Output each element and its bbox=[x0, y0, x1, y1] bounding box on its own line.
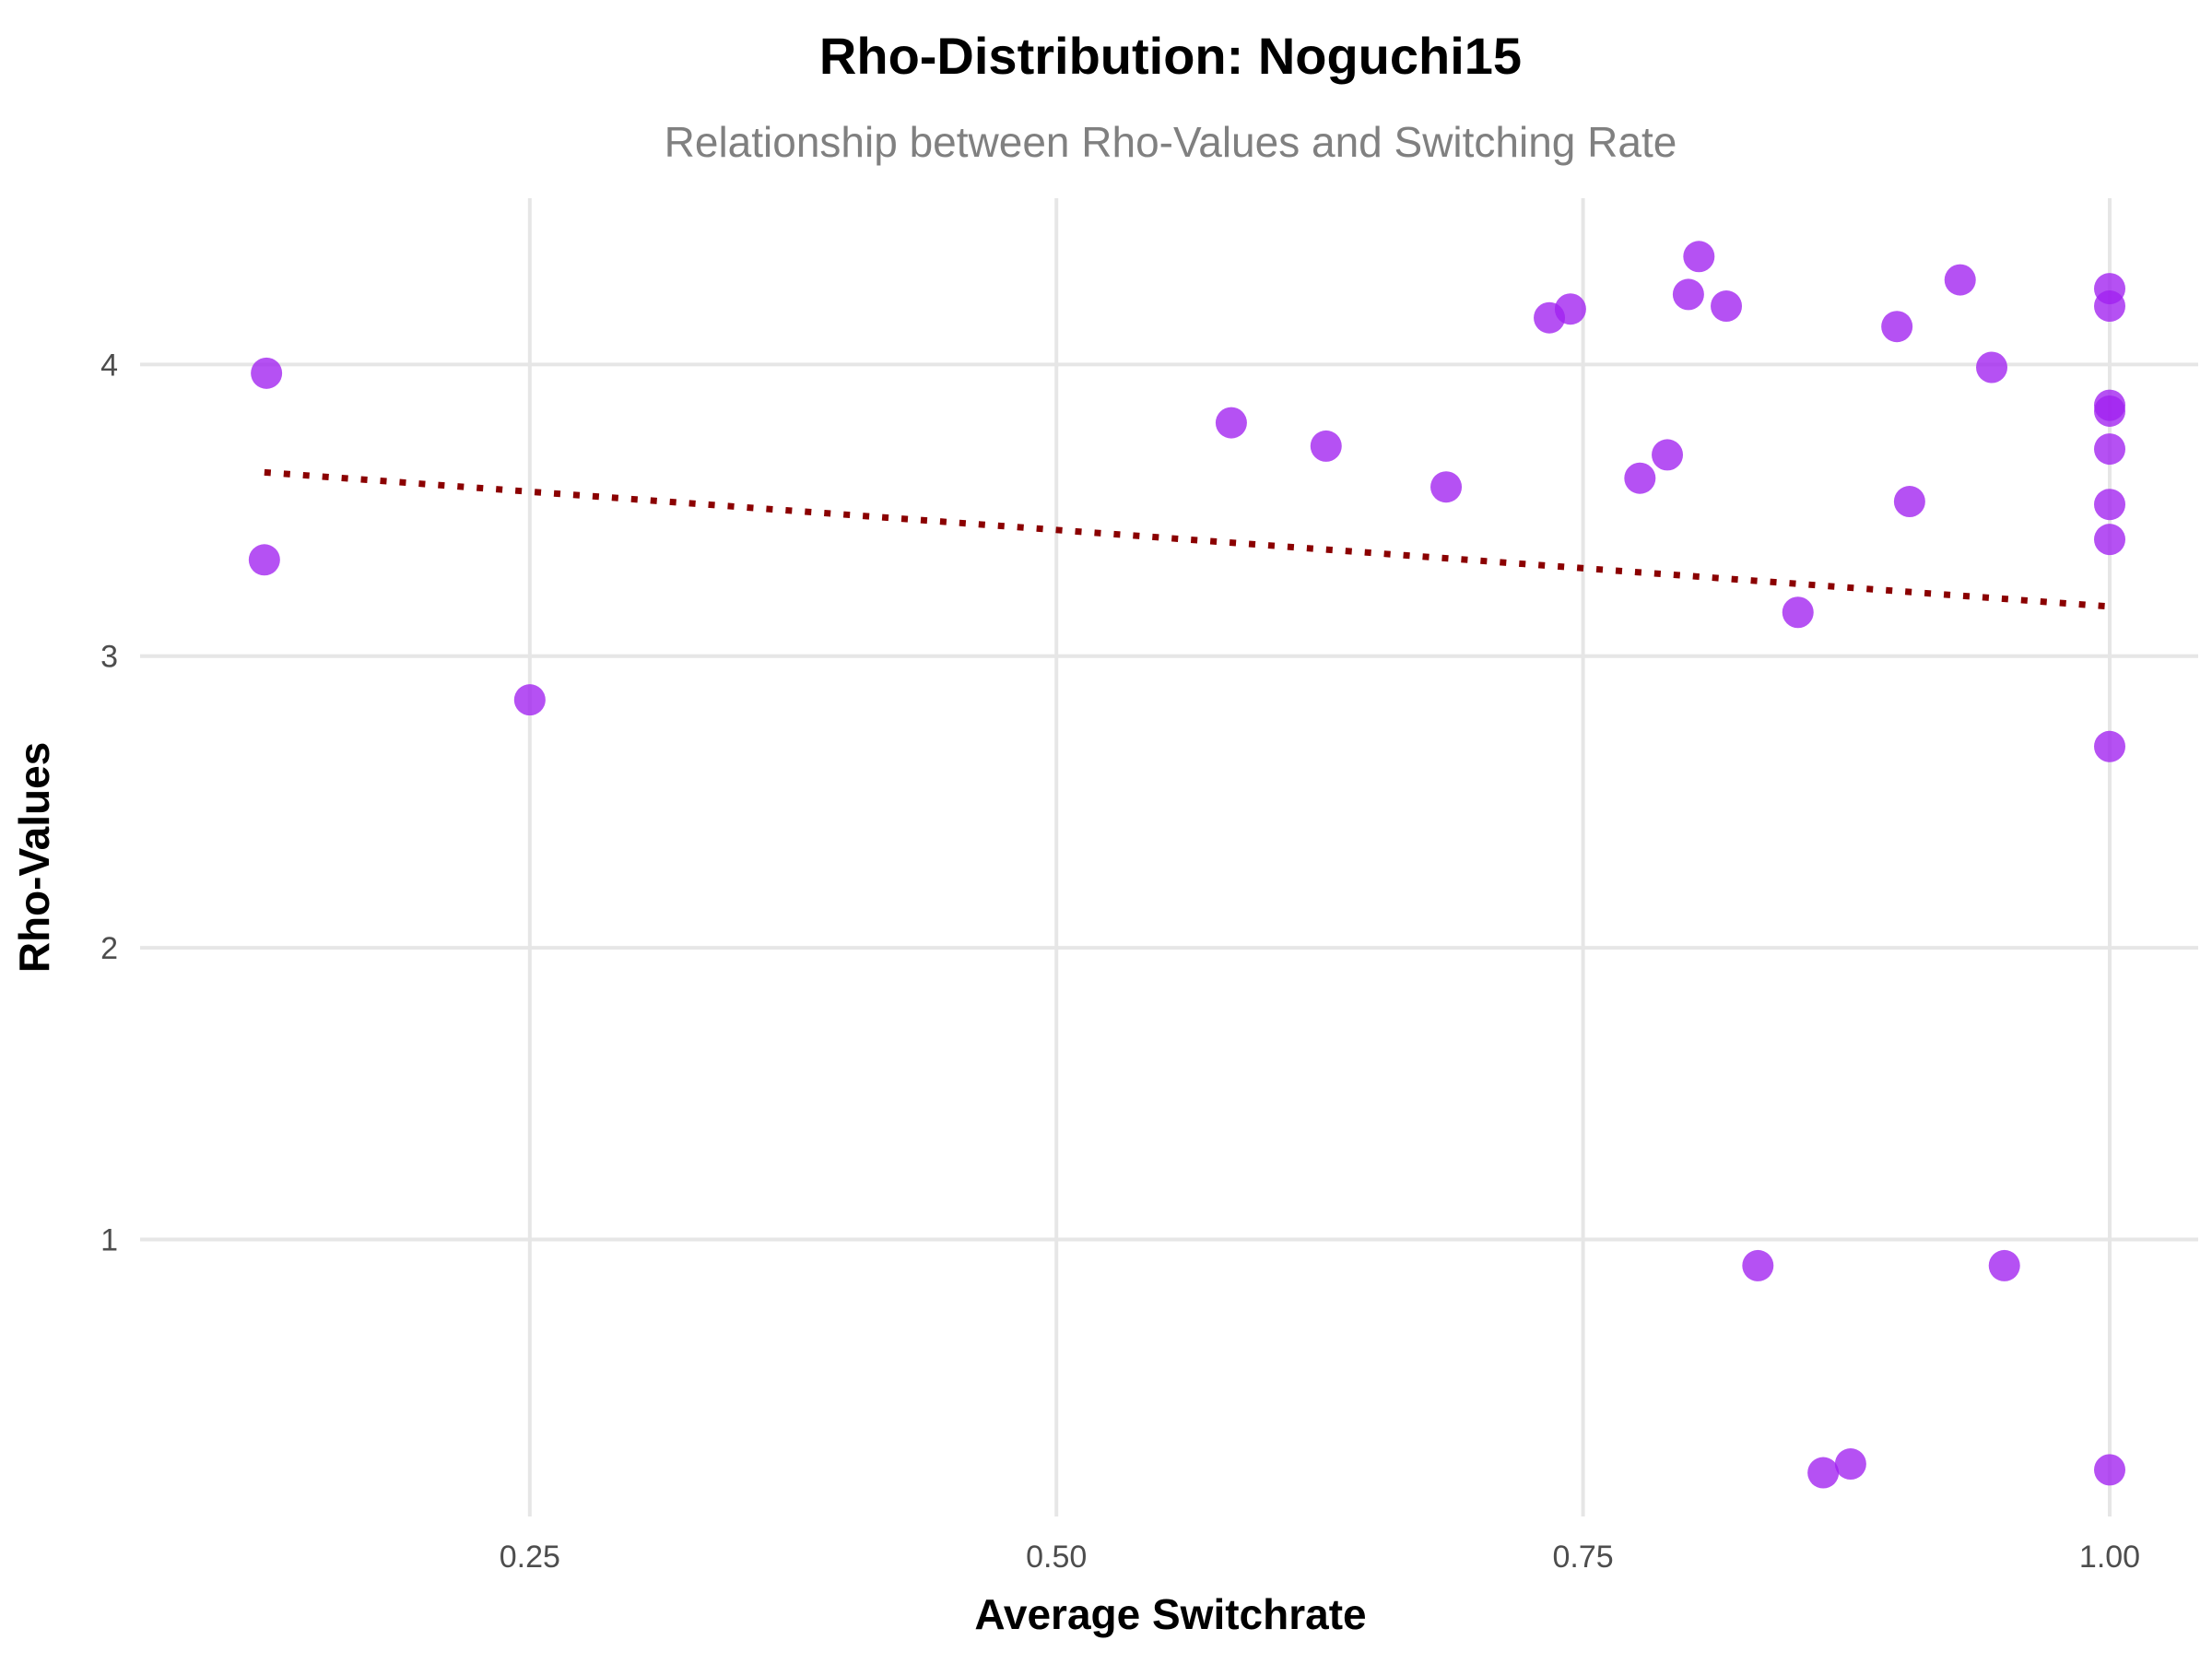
data-point bbox=[2094, 1454, 2126, 1486]
data-point bbox=[1554, 293, 1586, 325]
x-tick-label: 0.75 bbox=[1553, 1540, 1614, 1575]
grid-lines bbox=[140, 198, 2198, 1516]
data-point bbox=[2094, 730, 2126, 762]
x-axis-title: Average Switchrate bbox=[974, 1590, 1366, 1638]
data-point bbox=[1881, 311, 1913, 343]
y-tick-label: 2 bbox=[100, 931, 118, 966]
trend-line-layer bbox=[264, 468, 2111, 610]
data-point bbox=[2094, 395, 2126, 427]
data-point bbox=[1711, 290, 1743, 323]
data-points bbox=[248, 241, 2126, 1489]
data-point bbox=[1310, 430, 1342, 462]
data-point bbox=[1652, 439, 1684, 471]
y-axis-title: Rho-Values bbox=[10, 742, 58, 974]
data-point bbox=[1672, 278, 1704, 311]
data-point bbox=[248, 544, 280, 576]
data-point bbox=[1988, 1249, 2020, 1281]
chart-subtitle: Relationship between Rho-Values and Swit… bbox=[665, 118, 1677, 166]
data-point bbox=[1834, 1448, 1866, 1481]
data-point bbox=[513, 684, 546, 716]
y-axis-ticks: 1 2 3 4 bbox=[100, 348, 118, 1257]
data-point bbox=[1430, 471, 1463, 503]
data-point bbox=[2094, 433, 2126, 466]
y-tick-label: 3 bbox=[100, 640, 118, 675]
data-point bbox=[251, 357, 283, 389]
data-point bbox=[1215, 407, 1247, 439]
x-tick-label: 0.25 bbox=[500, 1540, 560, 1575]
y-tick-label: 1 bbox=[100, 1222, 118, 1257]
data-point bbox=[1742, 1249, 1774, 1281]
data-point bbox=[1944, 264, 1976, 296]
data-point bbox=[1976, 351, 2008, 384]
y-tick-label: 4 bbox=[100, 348, 118, 383]
data-point bbox=[1807, 1457, 1840, 1489]
data-point bbox=[2094, 290, 2126, 323]
data-point bbox=[2094, 524, 2126, 556]
x-tick-label: 0.50 bbox=[1026, 1540, 1087, 1575]
data-point bbox=[1893, 486, 1925, 518]
x-tick-label: 1.00 bbox=[2079, 1540, 2140, 1575]
data-point bbox=[2094, 489, 2126, 521]
x-axis-ticks: 0.25 0.50 0.75 1.00 bbox=[500, 1540, 2140, 1575]
trend-line bbox=[264, 468, 2111, 610]
data-point bbox=[1782, 596, 1814, 629]
data-point bbox=[1683, 241, 1715, 273]
data-point bbox=[1624, 462, 1656, 494]
chart-title: Rho-Distribution: Noguchi15 bbox=[819, 27, 1522, 85]
